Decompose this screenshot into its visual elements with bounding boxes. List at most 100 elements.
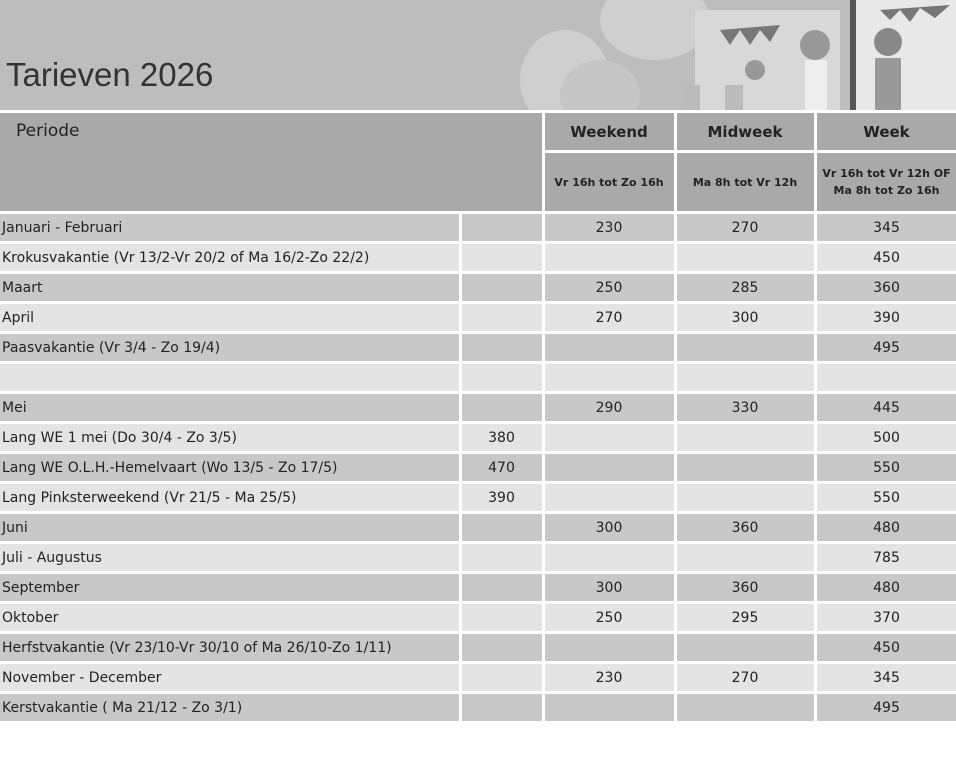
weekend-price-cell xyxy=(541,421,677,454)
long-weekend-cell: 390 xyxy=(458,481,545,514)
week-price-cell xyxy=(813,361,956,394)
weekend-price-cell xyxy=(541,331,677,364)
week-price-cell: 495 xyxy=(813,691,956,724)
week-hours-line-1: Vr 16h tot Vr 12h OF xyxy=(822,167,951,180)
weekend-price-cell: 290 xyxy=(541,391,677,424)
long-weekend-cell xyxy=(458,241,545,274)
period-cell: Herfstvakantie (Vr 23/10-Vr 30/10 of Ma … xyxy=(0,631,462,664)
table-row: Kerstvakantie ( Ma 21/12 - Zo 3/1) 495 xyxy=(0,691,956,724)
midweek-price-cell xyxy=(673,451,817,484)
midweek-price-cell: 360 xyxy=(673,511,817,544)
midweek-price-cell: 360 xyxy=(673,571,817,604)
header-midweek-hours: Ma 8h tot Vr 12h xyxy=(673,150,817,214)
header-week-hours: Vr 16h tot Vr 12h OF Ma 8h tot Zo 16h xyxy=(813,150,956,214)
period-cell: Lang WE 1 mei (Do 30/4 - Zo 3/5) xyxy=(0,421,462,454)
period-cell: Mei xyxy=(0,391,462,424)
midweek-price-cell: 270 xyxy=(673,661,817,694)
period-cell: Kerstvakantie ( Ma 21/12 - Zo 3/1) xyxy=(0,691,462,724)
table-row: April 270 300 390 xyxy=(0,301,956,334)
week-price-cell: 370 xyxy=(813,601,956,634)
week-price-cell: 785 xyxy=(813,541,956,574)
long-weekend-cell xyxy=(458,301,545,334)
banner: Tarieven 2026 xyxy=(0,0,956,110)
long-weekend-cell xyxy=(458,601,545,634)
weekend-price-cell xyxy=(541,451,677,484)
rates-table: Periode Weekend Midweek Week Vr 16h tot … xyxy=(0,110,956,724)
midweek-price-cell: 300 xyxy=(673,301,817,334)
header-weekend: Weekend xyxy=(541,110,677,153)
header-periode: Periode xyxy=(0,110,545,214)
long-weekend-cell: 470 xyxy=(458,451,545,484)
weekend-price-cell xyxy=(541,481,677,514)
weekend-price-cell xyxy=(541,691,677,724)
table-row: Herfstvakantie (Vr 23/10-Vr 30/10 of Ma … xyxy=(0,631,956,664)
table-row: Paasvakantie (Vr 3/4 - Zo 19/4) 495 xyxy=(0,331,956,364)
table-row: Januari - Februari 230 270 345 xyxy=(0,211,956,244)
weekend-price-cell: 270 xyxy=(541,301,677,334)
week-price-cell: 500 xyxy=(813,421,956,454)
period-cell xyxy=(0,361,462,394)
table-row: November - December 230 270 345 xyxy=(0,661,956,694)
long-weekend-cell xyxy=(458,331,545,364)
table-row: Krokusvakantie (Vr 13/2-Vr 20/2 of Ma 16… xyxy=(0,241,956,274)
week-price-cell: 550 xyxy=(813,451,956,484)
long-weekend-cell xyxy=(458,211,545,244)
header-week: Week xyxy=(813,110,956,153)
long-weekend-cell xyxy=(458,361,545,394)
table-row: September 300 360 480 xyxy=(0,571,956,604)
table-row: Oktober 250 295 370 xyxy=(0,601,956,634)
week-price-cell: 445 xyxy=(813,391,956,424)
midweek-price-cell xyxy=(673,241,817,274)
week-price-cell: 450 xyxy=(813,241,956,274)
long-weekend-cell xyxy=(458,511,545,544)
week-price-cell: 450 xyxy=(813,631,956,664)
long-weekend-cell xyxy=(458,571,545,604)
midweek-price-cell xyxy=(673,541,817,574)
weekend-price-cell: 300 xyxy=(541,511,677,544)
week-price-cell: 480 xyxy=(813,511,956,544)
week-price-cell: 345 xyxy=(813,661,956,694)
period-cell: Lang WE O.L.H.-Hemelvaart (Wo 13/5 - Zo … xyxy=(0,451,462,484)
period-cell: Januari - Februari xyxy=(0,211,462,244)
period-cell: Krokusvakantie (Vr 13/2-Vr 20/2 of Ma 16… xyxy=(0,241,462,274)
family-illustration xyxy=(682,0,956,110)
weekend-price-cell: 300 xyxy=(541,571,677,604)
table-row: Juni 300 360 480 xyxy=(0,511,956,544)
week-price-cell: 480 xyxy=(813,571,956,604)
long-weekend-cell xyxy=(458,271,545,304)
period-cell: Juni xyxy=(0,511,462,544)
week-price-cell: 345 xyxy=(813,211,956,244)
page-title: Tarieven 2026 xyxy=(6,56,214,93)
period-cell: September xyxy=(0,571,462,604)
long-weekend-cell xyxy=(458,661,545,694)
long-weekend-cell: 380 xyxy=(458,421,545,454)
long-weekend-cell xyxy=(458,691,545,724)
weekend-price-cell xyxy=(541,541,677,574)
header-weekend-hours: Vr 16h tot Zo 16h xyxy=(543,150,677,214)
week-price-cell: 550 xyxy=(813,481,956,514)
weekend-price-cell xyxy=(541,631,677,664)
midweek-price-cell xyxy=(673,631,817,664)
table-row: Lang WE 1 mei (Do 30/4 - Zo 3/5) 380 500 xyxy=(0,421,956,454)
period-cell: Juli - Augustus xyxy=(0,541,462,574)
table-row: Mei 290 330 445 xyxy=(0,391,956,424)
period-cell: November - December xyxy=(0,661,462,694)
header-midweek: Midweek xyxy=(673,110,817,153)
long-weekend-cell xyxy=(458,631,545,664)
week-price-cell: 495 xyxy=(813,331,956,364)
period-cell: April xyxy=(0,301,462,334)
long-weekend-cell xyxy=(458,541,545,574)
midweek-price-cell: 295 xyxy=(673,601,817,634)
week-price-cell: 390 xyxy=(813,301,956,334)
weekend-price-cell: 230 xyxy=(541,211,677,244)
midweek-price-cell xyxy=(673,481,817,514)
weekend-price-cell xyxy=(541,241,677,274)
table-row: Lang Pinksterweekend (Vr 21/5 - Ma 25/5)… xyxy=(0,481,956,514)
period-cell: Paasvakantie (Vr 3/4 - Zo 19/4) xyxy=(0,331,462,364)
midweek-price-cell xyxy=(673,421,817,454)
long-weekend-cell xyxy=(458,391,545,424)
midweek-price-cell xyxy=(673,691,817,724)
weekend-price-cell: 250 xyxy=(541,601,677,634)
period-cell: Lang Pinksterweekend (Vr 21/5 - Ma 25/5) xyxy=(0,481,462,514)
midweek-price-cell: 285 xyxy=(673,271,817,304)
